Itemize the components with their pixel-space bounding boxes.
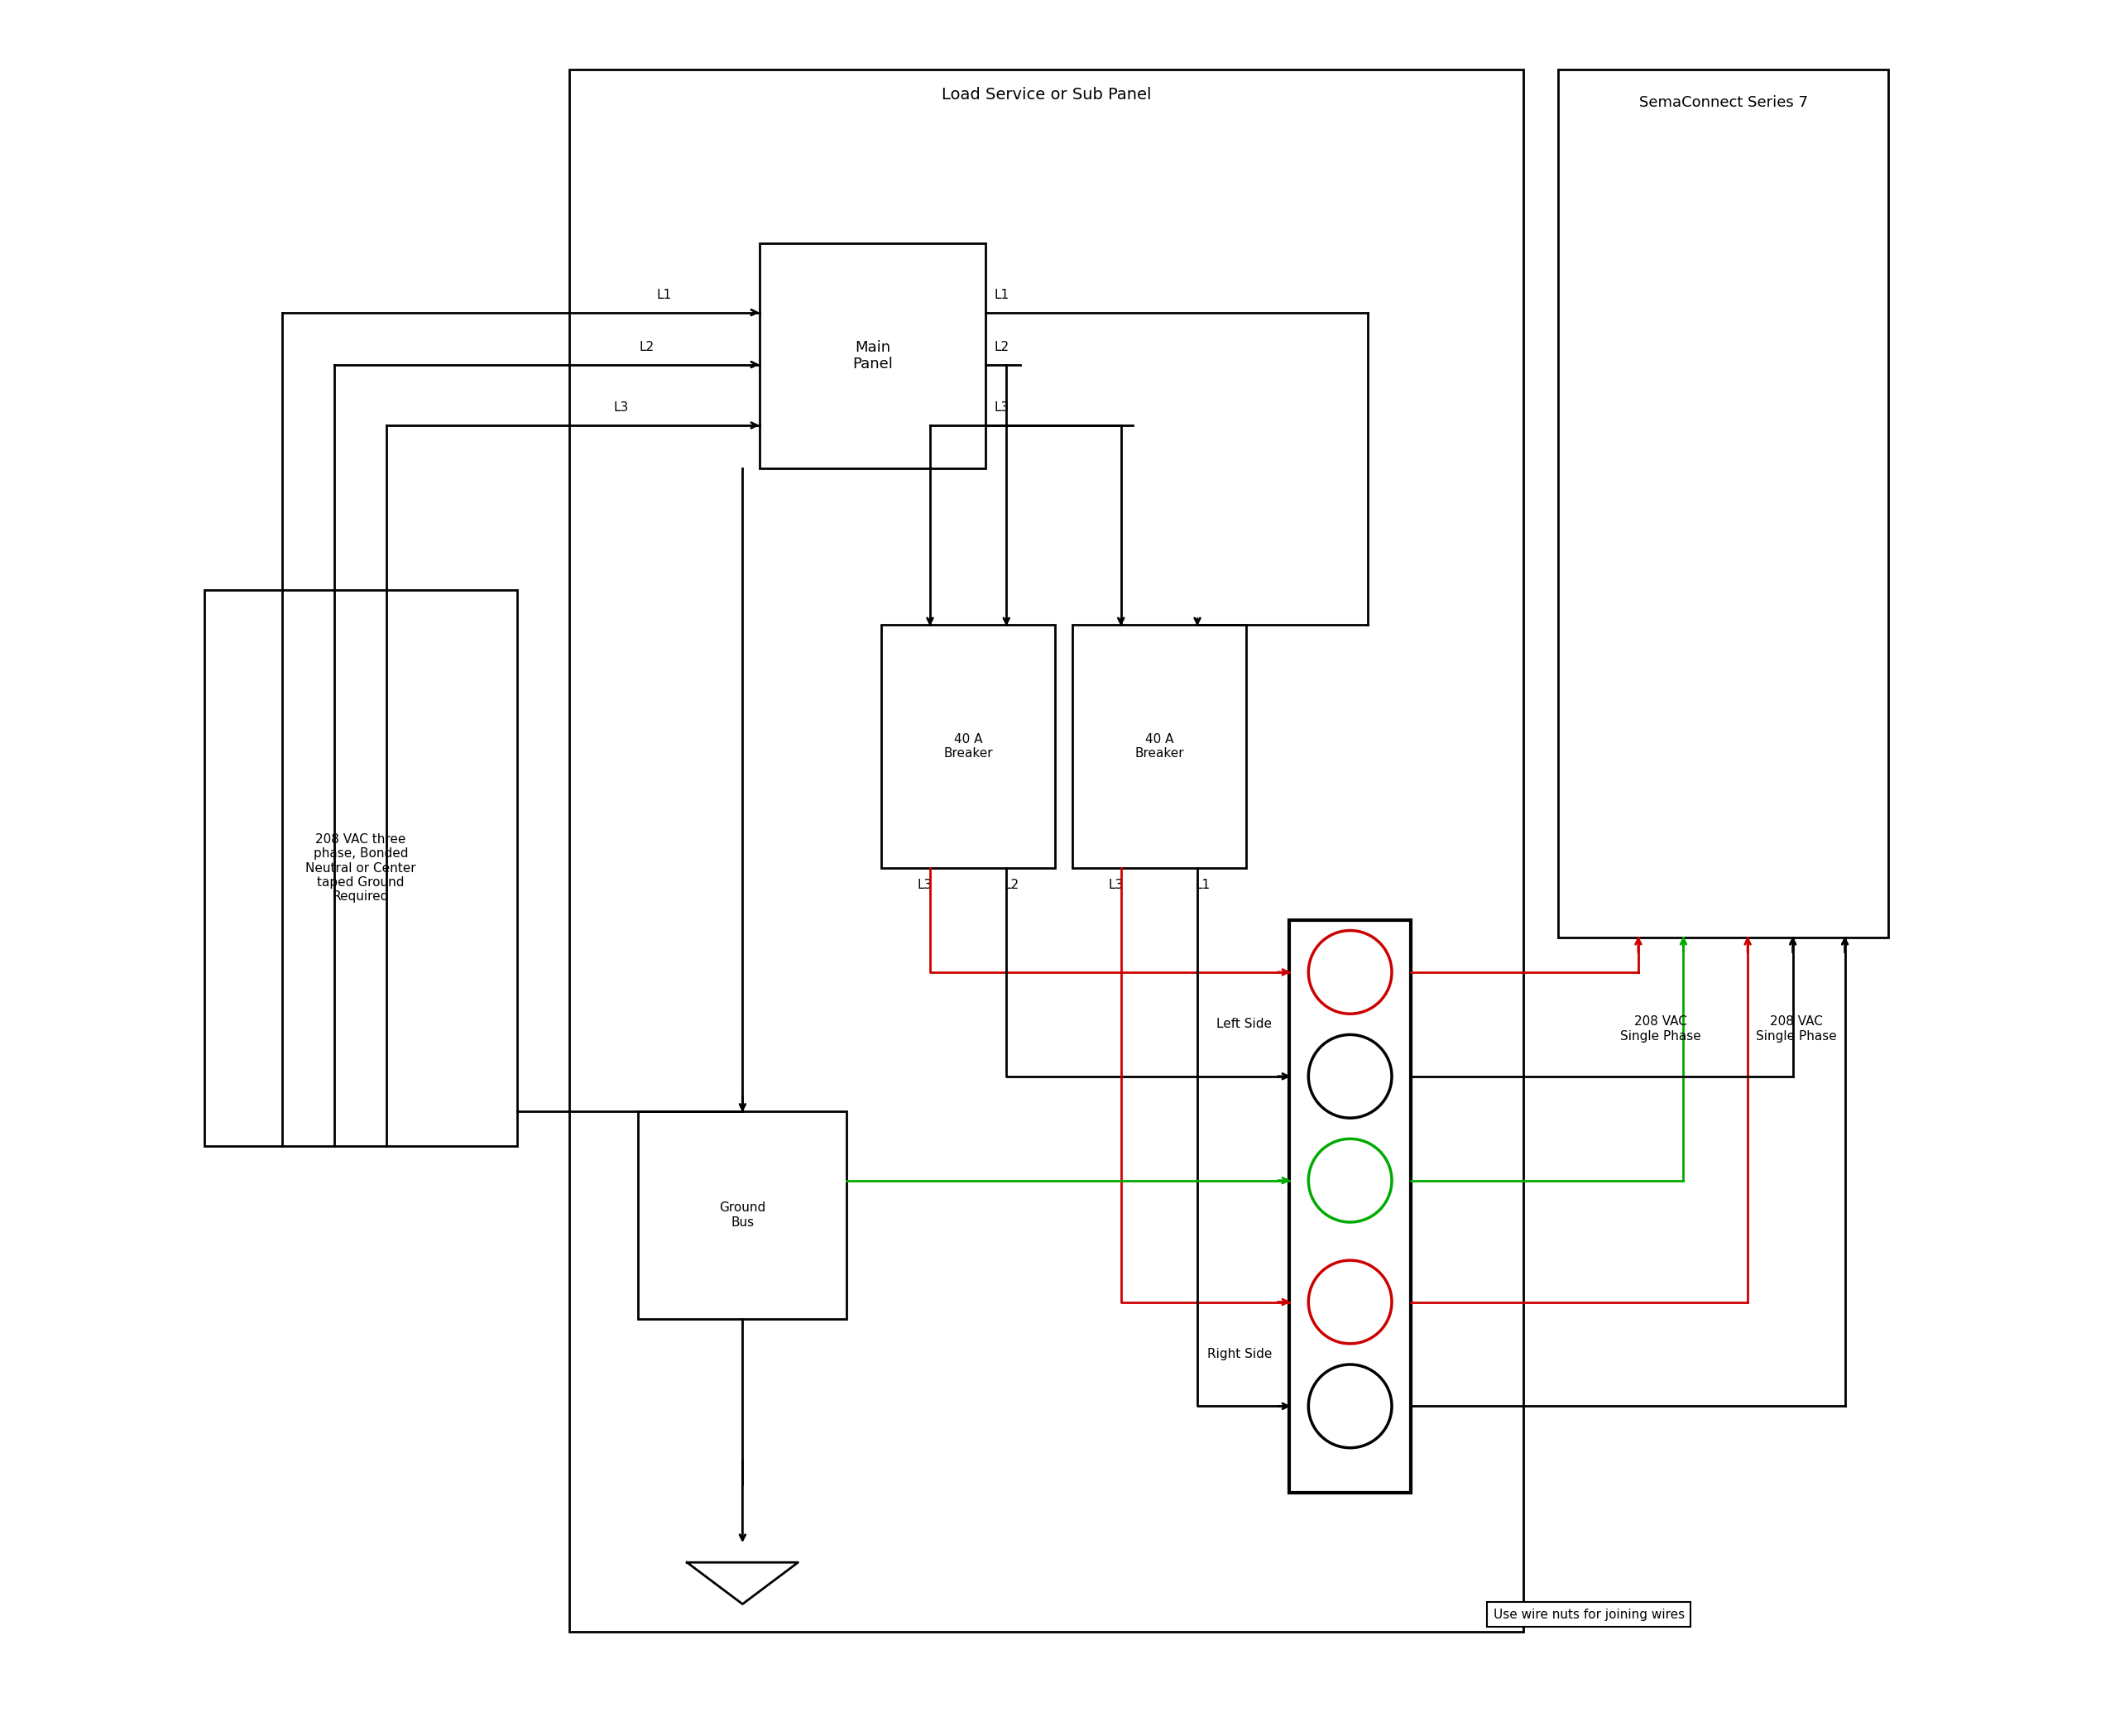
Text: L1: L1 xyxy=(994,288,1009,300)
Text: Main
Panel: Main Panel xyxy=(852,340,893,372)
Bar xyxy=(1559,69,1888,937)
Text: L2: L2 xyxy=(639,340,654,352)
Text: 208 VAC
Single Phase: 208 VAC Single Phase xyxy=(1756,1016,1836,1042)
Text: L2: L2 xyxy=(1004,878,1019,891)
Bar xyxy=(570,69,1523,1632)
Text: L1: L1 xyxy=(656,288,671,300)
Bar xyxy=(639,1111,846,1319)
Text: L3: L3 xyxy=(614,401,629,413)
Bar xyxy=(882,625,1055,868)
Bar xyxy=(1072,625,1247,868)
Text: Load Service or Sub Panel: Load Service or Sub Panel xyxy=(941,87,1152,102)
Text: 208 VAC three
phase, Bonded
Neutral or Center
taped Ground
Required: 208 VAC three phase, Bonded Neutral or C… xyxy=(306,833,416,903)
Text: L1: L1 xyxy=(1194,878,1209,891)
Text: Ground
Bus: Ground Bus xyxy=(720,1201,766,1229)
Text: 40 A
Breaker: 40 A Breaker xyxy=(1135,733,1184,760)
Bar xyxy=(760,243,985,469)
Text: 40 A
Breaker: 40 A Breaker xyxy=(943,733,994,760)
Text: 208 VAC
Single Phase: 208 VAC Single Phase xyxy=(1620,1016,1701,1042)
Text: Left Side: Left Side xyxy=(1217,1017,1272,1031)
Text: L3: L3 xyxy=(994,401,1009,413)
Text: SemaConnect Series 7: SemaConnect Series 7 xyxy=(1639,95,1808,111)
Text: L3: L3 xyxy=(1108,878,1123,891)
Text: Right Side: Right Side xyxy=(1207,1347,1272,1361)
Bar xyxy=(205,590,517,1146)
Text: Use wire nuts for joining wires: Use wire nuts for joining wires xyxy=(1494,1608,1684,1621)
Bar xyxy=(1289,920,1412,1493)
Text: L3: L3 xyxy=(918,878,933,891)
Text: L2: L2 xyxy=(994,340,1009,352)
